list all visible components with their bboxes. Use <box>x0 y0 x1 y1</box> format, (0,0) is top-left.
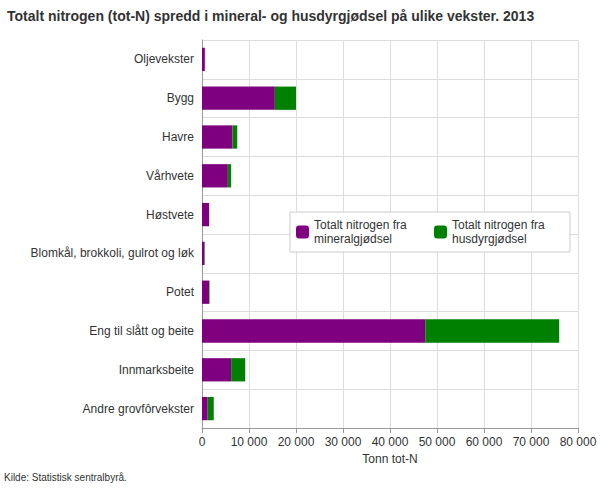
svg-text:Høstvete: Høstvete <box>146 208 194 222</box>
svg-text:Oljevekster: Oljevekster <box>134 52 194 66</box>
svg-text:Bygg: Bygg <box>167 91 194 105</box>
svg-text:70 000: 70 000 <box>513 435 550 449</box>
svg-text:Tonn tot-N: Tonn tot-N <box>362 452 417 466</box>
svg-text:Kilde: Statistisk sentralbyrå.: Kilde: Statistisk sentralbyrå. <box>4 472 127 483</box>
svg-text:mineralgjødsel: mineralgjødsel <box>314 232 392 246</box>
svg-text:Havre: Havre <box>162 130 194 144</box>
svg-text:Totalt nitrogen fra: Totalt nitrogen fra <box>314 218 410 232</box>
svg-text:Eng til slått og beite: Eng til slått og beite <box>89 324 194 338</box>
svg-text:Totalt nitrogen fra: Totalt nitrogen fra <box>452 218 548 232</box>
svg-text:Totalt nitrogen (tot-N) spredd: Totalt nitrogen (tot-N) spredd i mineral… <box>7 8 534 24</box>
svg-text:husdyrgjødsel: husdyrgjødsel <box>452 232 527 246</box>
svg-text:30 000: 30 000 <box>325 435 362 449</box>
svg-text:80 000: 80 000 <box>560 435 597 449</box>
svg-text:Potet: Potet <box>166 285 195 299</box>
svg-text:60 000: 60 000 <box>466 435 503 449</box>
svg-text:Andre grovfôrvekster: Andre grovfôrvekster <box>83 402 194 416</box>
svg-text:20 000: 20 000 <box>278 435 315 449</box>
svg-text:Blomkål, brokkoli, gulrot og l: Blomkål, brokkoli, gulrot og løk <box>31 246 195 260</box>
svg-text:50 000: 50 000 <box>419 435 456 449</box>
svg-text:10 000: 10 000 <box>231 435 268 449</box>
svg-text:40 000: 40 000 <box>372 435 409 449</box>
svg-text:Innmarksbeite: Innmarksbeite <box>119 363 195 377</box>
svg-text:0: 0 <box>199 435 206 449</box>
svg-text:Vårhvete: Vårhvete <box>146 169 194 183</box>
